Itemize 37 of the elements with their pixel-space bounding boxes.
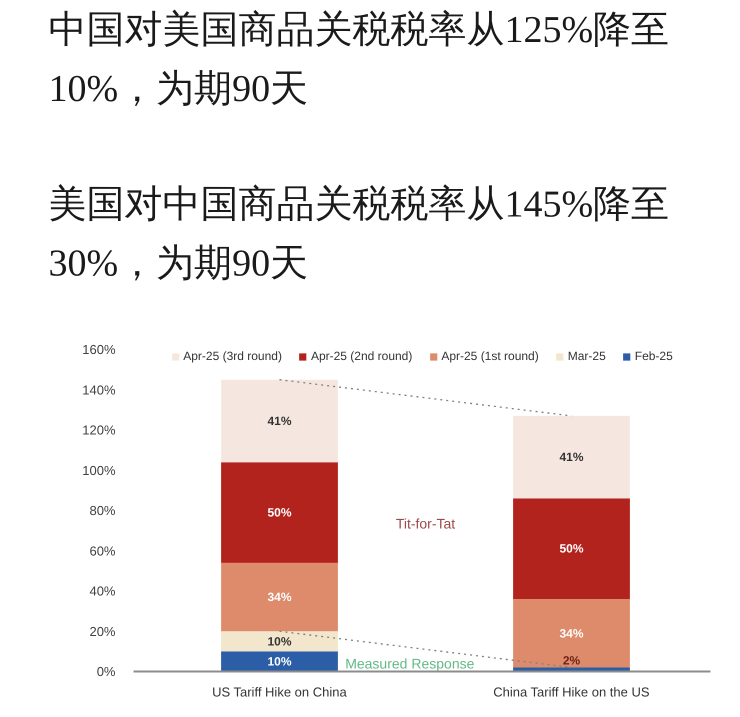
data-label: 41% [267, 414, 292, 428]
y-tick-label: 60% [89, 543, 116, 558]
data-label: 50% [267, 506, 292, 520]
x-tick-label: China Tariff Hike on the US [493, 684, 650, 700]
x-tick-label: US Tariff Hike on China [212, 684, 348, 700]
bar [221, 462, 338, 563]
bar [513, 416, 630, 498]
bar [513, 599, 630, 668]
y-tick-label: 40% [89, 584, 116, 598]
y-tick-label: 120% [82, 422, 116, 438]
y-tick-label: 20% [89, 624, 116, 639]
data-label: 34% [559, 626, 584, 640]
y-tick-label: 140% [82, 382, 116, 398]
data-label: 41% [559, 450, 584, 464]
bar [221, 562, 338, 632]
bar [221, 380, 338, 462]
y-tick-label: 0% [96, 664, 116, 679]
y-tick-label: 80% [89, 503, 116, 518]
y-tick-label: 100% [82, 462, 116, 478]
legend-label: Apr-25 (3rd round) [183, 349, 282, 363]
chart-subtitle: 美国对中国商品关税税率从145%降至30%，为期90天 [48, 184, 670, 284]
legend-label: Apr-25 (2nd round) [310, 349, 412, 363]
bar [221, 631, 338, 652]
data-label: 50% [559, 542, 584, 556]
chart-title: 中国对美国商品关税税率从125%降至10%，为期90天 [48, 9, 670, 110]
bar [221, 651, 338, 672]
data-label: 2% [562, 653, 580, 668]
annotation: Measured Response [345, 656, 475, 672]
y-tick-label: 160% [82, 342, 116, 357]
annotation: Tit-for-Tat [396, 516, 456, 532]
data-label: 34% [267, 590, 292, 604]
data-label: 10% [267, 634, 292, 648]
legend-label: Apr-25 (1st round) [441, 349, 539, 363]
data-label: 10% [267, 654, 292, 668]
bar [513, 498, 630, 600]
legend-label: Mar-25 [568, 349, 606, 363]
legend-label: Feb-25 [634, 349, 673, 363]
